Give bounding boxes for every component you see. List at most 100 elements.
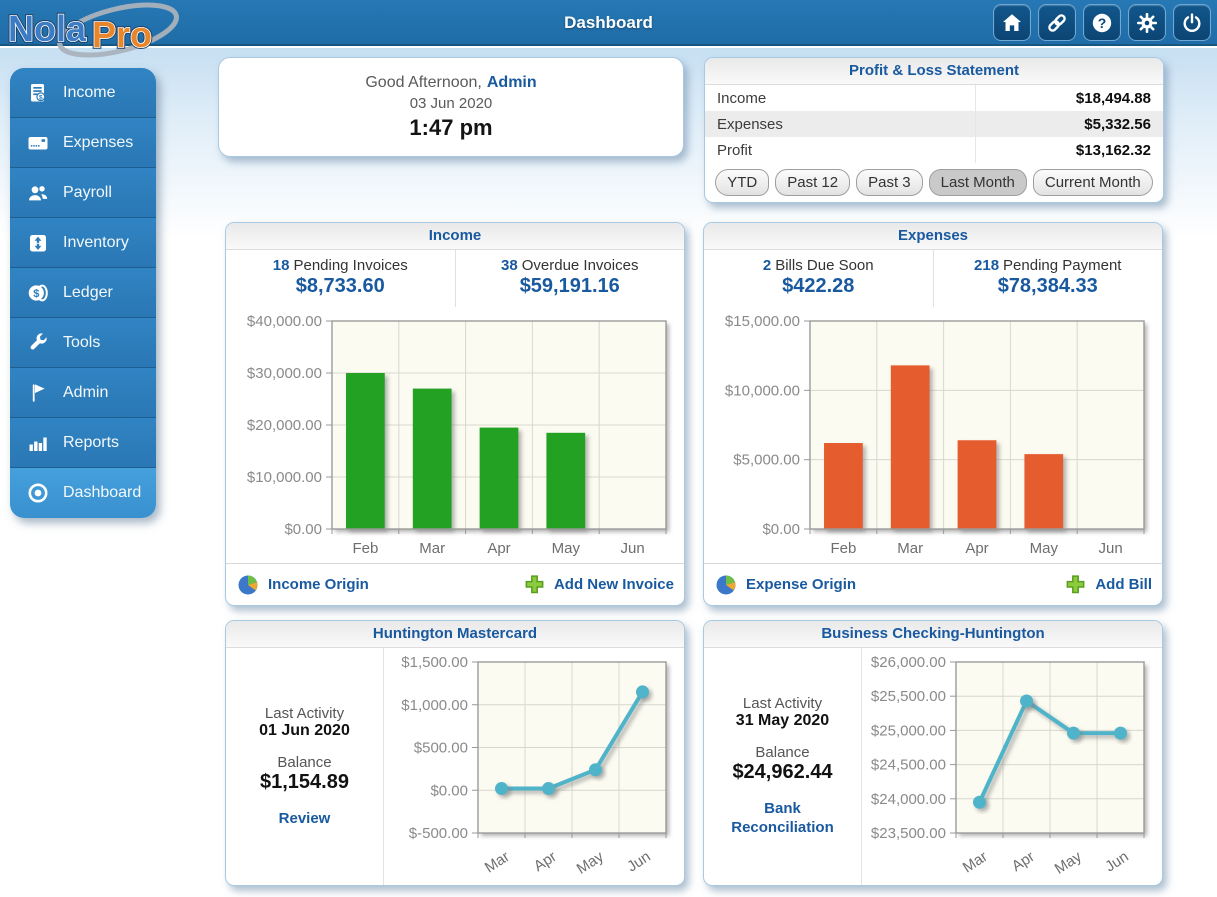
checking-panel-title: Business Checking-Huntington	[704, 621, 1162, 648]
sidebar-item-admin[interactable]: Admin	[10, 368, 156, 418]
pl-range-past-12[interactable]: Past 12	[775, 169, 851, 196]
sidebar-item-ledger[interactable]: $ Ledger	[10, 268, 156, 318]
pl-range-current-month[interactable]: Current Month	[1032, 169, 1153, 196]
svg-text:$0.00: $0.00	[284, 521, 322, 538]
svg-text:May: May	[1030, 540, 1059, 557]
sidebar-item-label: Income	[63, 83, 116, 101]
balance-amount: $24,962.44	[732, 761, 833, 784]
overdue-invoices-stat[interactable]: 38 Overdue Invoices $59,191.16	[454, 250, 685, 307]
income-origin-link[interactable]: Income Origin	[236, 573, 369, 597]
svg-text:May: May	[552, 540, 581, 557]
svg-text:Jun: Jun	[621, 540, 645, 557]
bank-reconciliation-link[interactable]: Bank Reconciliation	[731, 800, 834, 836]
svg-text:Jun: Jun	[624, 848, 654, 875]
pending-payment-stat[interactable]: 218 Pending Payment $78,384.33	[932, 250, 1163, 307]
logo-text-pro: Pro	[92, 14, 152, 55]
inventory-box-icon	[30, 234, 46, 251]
svg-text:Jun: Jun	[1102, 848, 1132, 875]
svg-text:$: $	[39, 94, 43, 101]
settings-button[interactable]	[1128, 4, 1166, 41]
logo-text-nola: Nola	[8, 8, 87, 49]
pl-range-past-3[interactable]: Past 3	[856, 169, 923, 196]
help-icon: ?	[1092, 13, 1112, 32]
greeting-date: 03 Jun 2020	[409, 94, 493, 112]
expense-origin-link[interactable]: Expense Origin	[714, 573, 856, 597]
greeting-card: Good Afternoon, Admin 03 Jun 2020 1:47 pm	[218, 57, 684, 157]
income-panel-title: Income	[226, 223, 684, 250]
sidebar-item-reports[interactable]: Reports	[10, 418, 156, 468]
pl-range-last-month[interactable]: Last Month	[928, 169, 1027, 196]
plus-icon	[525, 575, 544, 594]
svg-text:$-500.00: $-500.00	[409, 825, 468, 842]
svg-text:$24,000.00: $24,000.00	[871, 791, 946, 808]
help-button[interactable]: ?	[1083, 4, 1121, 41]
svg-text:Mar: Mar	[419, 540, 445, 557]
last-activity-label: Last Activity	[264, 704, 345, 722]
svg-text:Feb: Feb	[830, 540, 856, 557]
income-panel: Income 18 Pending Invoices $8,733.60 38 Ov…	[225, 222, 685, 606]
checking-line-chart: $23,500.00 $24,000.00 $24,500.00 $25,000.00…	[862, 648, 1162, 885]
quick-links-button[interactable]	[1038, 4, 1076, 41]
nolapro-logo[interactable]: Nola Nola Pro Pro	[4, 0, 184, 65]
svg-text:May: May	[574, 848, 607, 878]
svg-text:$: $	[33, 288, 39, 300]
home-button[interactable]	[993, 4, 1031, 41]
svg-text:$0.00: $0.00	[762, 521, 800, 538]
add-bill-link[interactable]: Add Bill	[1064, 573, 1152, 596]
gear-icon	[1137, 12, 1157, 33]
pending-invoices-stat[interactable]: 18 Pending Invoices $8,733.60	[272, 257, 408, 297]
svg-text:$24,500.00: $24,500.00	[871, 757, 946, 774]
pie-chart-icon	[716, 575, 736, 594]
svg-text:Mar: Mar	[482, 848, 513, 876]
svg-text:$25,000.00: $25,000.00	[871, 722, 946, 739]
greeting-username: Admin	[486, 73, 537, 91]
pl-row-income: Income $18,494.88	[717, 89, 1151, 107]
svg-text:Nola: Nola	[8, 8, 87, 49]
svg-text:Apr: Apr	[1009, 848, 1038, 875]
sidebar-nav: $ Income Expenses Payroll Inventory $ Le…	[10, 68, 156, 518]
last-activity-label: Last Activity	[742, 695, 823, 713]
link-icon	[1048, 13, 1066, 32]
add-new-invoice-link[interactable]: Add New Invoice	[523, 573, 674, 596]
svg-text:$10,000.00: $10,000.00	[725, 382, 800, 399]
topbar-icon-group: ?	[993, 4, 1211, 41]
checking-info: Last Activity 31 May 2020 Balance $24,96…	[704, 648, 862, 885]
wrench-icon	[30, 332, 47, 350]
svg-text:?: ?	[1098, 15, 1107, 31]
svg-text:$15,000.00: $15,000.00	[725, 313, 800, 330]
sidebar-item-tools[interactable]: Tools	[10, 318, 156, 368]
bills-due-soon-stat[interactable]: 2 Bills Due Soon $422.28	[762, 257, 874, 297]
sidebar-item-label: Tools	[63, 333, 101, 351]
page-title: Dashboard	[564, 13, 653, 32]
profit-loss-rows: Income $18,494.88 Expenses $5,332.56 Pro…	[705, 85, 1163, 163]
credit-card-icon	[28, 136, 48, 149]
profit-loss-title: Profit & Loss Statement	[705, 58, 1163, 85]
expenses-stats: 2 Bills Due Soon $422.28 218 Pending Payme…	[704, 250, 1162, 307]
sidebar-item-payroll[interactable]: Payroll	[10, 168, 156, 218]
svg-text:$500.00: $500.00	[414, 740, 468, 757]
svg-text:$10,000.00: $10,000.00	[247, 469, 322, 486]
svg-text:May: May	[1052, 848, 1085, 878]
income-panel-footer: Income Origin Add New Invoice	[226, 563, 684, 605]
expenses-bar-chart: $0.00 $5,000.00 $10,000.00 $15,000.00 Feb Mar…	[710, 307, 1156, 562]
logout-button[interactable]	[1173, 4, 1211, 41]
pl-range-ytd[interactable]: YTD	[715, 169, 770, 196]
svg-text:Mar: Mar	[960, 848, 991, 876]
expenses-panel: Expenses 2 Bills Due Soon $422.28 218 Pend…	[703, 222, 1163, 606]
svg-text:Apr: Apr	[531, 848, 560, 875]
sidebar-item-label: Inventory	[63, 233, 129, 251]
sidebar-item-dashboard[interactable]: Dashboard	[10, 468, 156, 518]
svg-text:$40,000.00: $40,000.00	[247, 313, 322, 330]
sidebar-item-label: Admin	[63, 383, 109, 401]
svg-text:Jun: Jun	[1099, 540, 1123, 557]
sidebar-item-expenses[interactable]: Expenses	[10, 118, 156, 168]
sidebar-item-inventory[interactable]: Inventory	[10, 218, 156, 268]
sidebar-item-income[interactable]: $ Income	[10, 68, 156, 118]
income-bar-chart: $0.00 $10,000.00 $20,000.00 $30,000.00 $40,0…	[232, 307, 678, 562]
pie-chart-icon	[238, 575, 258, 594]
checking-panel: Business Checking-Huntington Last Activi…	[703, 620, 1163, 886]
svg-text:$30,000.00: $30,000.00	[247, 365, 322, 382]
profit-loss-panel: Profit & Loss Statement Income $18,494.8…	[704, 57, 1164, 203]
review-link[interactable]: Review	[278, 809, 331, 827]
